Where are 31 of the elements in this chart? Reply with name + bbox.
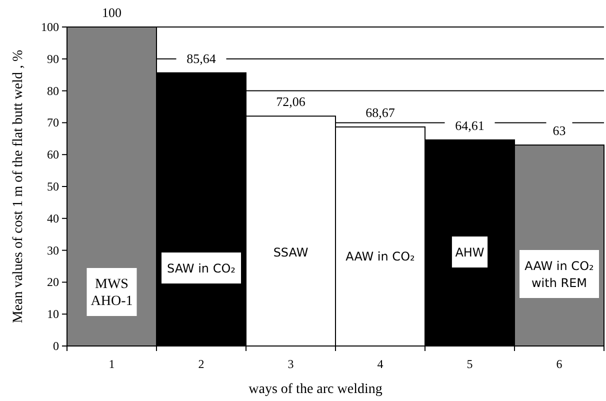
annotation: AAW in CO₂: [346, 250, 416, 264]
x-tick-label: 3: [288, 357, 294, 371]
y-tick-label: 20: [47, 275, 59, 290]
data-label: 64,61: [455, 118, 484, 133]
x-tick-label: 5: [466, 357, 473, 371]
y-tick-label: 90: [47, 52, 59, 66]
y-tick-label: 60: [47, 148, 59, 162]
data-label: 72,06: [276, 94, 306, 110]
x-tick-label: 1: [108, 357, 115, 371]
x-tick-label: 6: [556, 357, 562, 371]
y-tick-label: 80: [47, 84, 59, 98]
y-tick-label: 0: [53, 339, 59, 353]
y-axis-title: Mean values of cost 1 m of the flat butt weld , %: [11, 50, 26, 324]
y-tick-label: 70: [47, 116, 59, 130]
annotation: SSAW: [273, 246, 308, 260]
y-tick-label: 30: [47, 243, 59, 258]
data-label: 100: [102, 5, 122, 20]
data-label: 85,64: [186, 50, 216, 66]
annotation: AHW: [455, 246, 484, 260]
x-tick-label: 2: [198, 357, 204, 371]
y-tick-label: 40: [47, 211, 59, 226]
data-label: 68,67: [366, 104, 396, 120]
x-axis-title: ways of the arc welding: [248, 382, 382, 397]
annotation: MWS AHO-1: [90, 277, 133, 309]
annotation: AAW in CO₂ with REM: [524, 259, 594, 290]
data-label: 63: [552, 123, 566, 138]
y-tick-label: 100: [41, 20, 59, 34]
x-tick-label: 4: [377, 357, 384, 371]
y-tick-label: 50: [47, 180, 59, 194]
annotation: SAW in CO₂: [167, 262, 236, 276]
y-tick-label: 10: [47, 307, 59, 322]
